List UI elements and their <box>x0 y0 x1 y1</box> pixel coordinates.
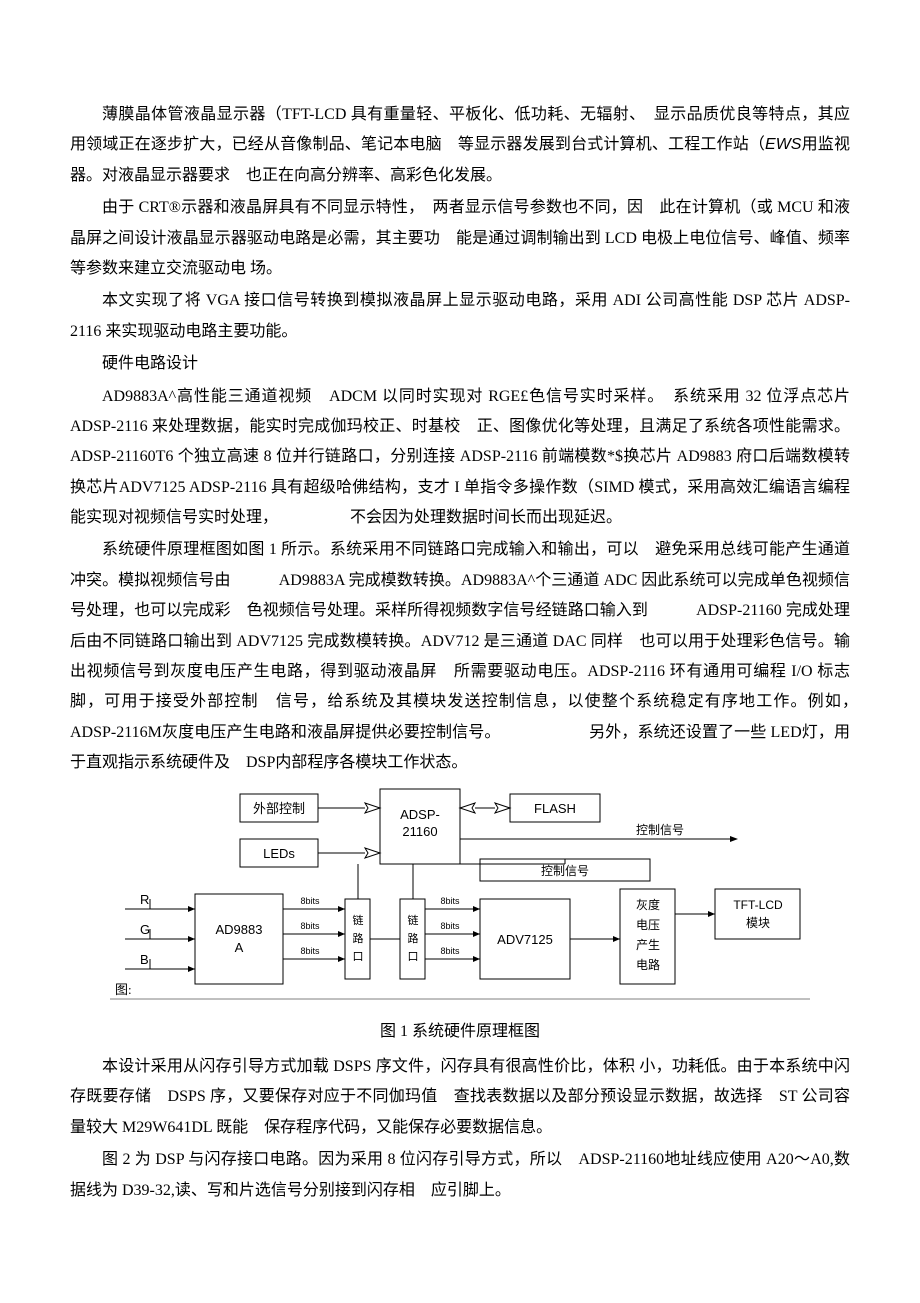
svg-text:FLASH: FLASH <box>534 801 576 816</box>
svg-text:电路: 电路 <box>636 957 660 972</box>
svg-text:21160: 21160 <box>402 824 437 839</box>
svg-text:G: G <box>140 922 150 937</box>
svg-text:R: R <box>140 892 149 907</box>
svg-text:控制信号: 控制信号 <box>636 823 684 837</box>
svg-text:灰度: 灰度 <box>636 897 660 912</box>
paragraph-1: 薄膜晶体管液晶显示器（TFT-LCD 具有重量轻、平板化、低功耗、无辐射、 显示… <box>70 100 850 191</box>
text: 由于 CRT®示器和液晶屏具有不同显示特性， 两者显示信号参数也不同，因 此在计… <box>70 199 850 277</box>
svg-text:AD9883: AD9883 <box>216 922 263 937</box>
caption-text: 图 1 系统硬件原理框图 <box>380 1023 540 1040</box>
svg-text:口: 口 <box>408 951 419 963</box>
text: 本文实现了将 VGA 接口信号转换到模拟液晶屏上显示驱动电路，采用 ADI 公司… <box>70 292 850 339</box>
svg-text:8bits: 8bits <box>440 921 460 931</box>
svg-text:8bits: 8bits <box>300 921 320 931</box>
svg-text:口: 口 <box>353 951 364 963</box>
paragraph-4: 硬件电路设计 <box>70 349 850 379</box>
svg-text:电压: 电压 <box>636 918 660 932</box>
text: 本设计采用从闪存引导方式加载 DSPS 序文件，闪存具有很高性价比，体积 小，功… <box>70 1058 850 1136</box>
svg-text:路: 路 <box>353 932 364 945</box>
svg-text:链: 链 <box>408 913 419 927</box>
paragraph-3: 本文实现了将 VGA 接口信号转换到模拟液晶屏上显示驱动电路，采用 ADI 公司… <box>70 286 850 347</box>
svg-text:TFT-LCD: TFT-LCD <box>733 898 783 912</box>
svg-text:LEDs: LEDs <box>263 846 295 861</box>
text: 系统硬件原理框图如图 1 所示。系统采用不同链路口完成输入和输出，可以 避免采用… <box>70 541 866 771</box>
svg-text:8bits: 8bits <box>300 896 320 906</box>
paragraph-2: 由于 CRT®示器和液晶屏具有不同显示特性， 两者显示信号参数也不同，因 此在计… <box>70 193 850 284</box>
diagram-figure-1: 外部控制 LEDs ADSP- 21160 FLASH 控制信号 控制信号 <box>70 784 850 1047</box>
svg-text:A: A <box>235 940 244 955</box>
paragraph-5: AD9883A^高性能三通道视频 ADCM 以同时实现对 RGE£色信号实时采样… <box>70 382 850 534</box>
paragraph-8: 图 2 为 DSP 与闪存接口电路。因为采用 8 位闪存引导方式，所以 ADSP… <box>70 1145 850 1206</box>
text: 硬件电路设计 <box>102 355 198 372</box>
svg-text:B: B <box>140 952 149 967</box>
text: AD9883A^高性能三通道视频 ADCM 以同时实现对 RGE£色信号实时采样… <box>70 388 850 527</box>
svg-text:ADV7125: ADV7125 <box>497 932 553 947</box>
svg-text:路: 路 <box>408 932 419 945</box>
svg-text:ADSP-: ADSP- <box>400 807 440 822</box>
svg-text:控制信号: 控制信号 <box>541 864 589 878</box>
svg-text:外部控制: 外部控制 <box>253 801 305 816</box>
text: 薄膜晶体管液晶显示器（TFT-LCD 具有重量轻、平板化、低功耗、无辐射、 显示… <box>70 106 850 153</box>
svg-text:8bits: 8bits <box>440 896 460 906</box>
paragraph-6: 系统硬件原理框图如图 1 所示。系统采用不同链路口完成输入和输出，可以 避免采用… <box>70 535 850 778</box>
text-italic: EWS <box>765 136 801 153</box>
svg-text:8bits: 8bits <box>440 946 460 956</box>
svg-text:产生: 产生 <box>636 938 660 952</box>
figure-1-caption: 图 1 系统硬件原理框图 <box>70 1017 850 1047</box>
svg-text:模块: 模块 <box>746 916 770 930</box>
svg-text:图:: 图: <box>115 982 132 997</box>
svg-text:8bits: 8bits <box>300 946 320 956</box>
svg-text:链: 链 <box>353 913 364 927</box>
text: 图 2 为 DSP 与闪存接口电路。因为采用 8 位闪存引导方式，所以 ADSP… <box>70 1151 850 1198</box>
paragraph-7: 本设计采用从闪存引导方式加载 DSPS 序文件，闪存具有很高性价比，体积 小，功… <box>70 1052 850 1143</box>
block-diagram-svg: 外部控制 LEDs ADSP- 21160 FLASH 控制信号 控制信号 <box>110 784 810 1014</box>
